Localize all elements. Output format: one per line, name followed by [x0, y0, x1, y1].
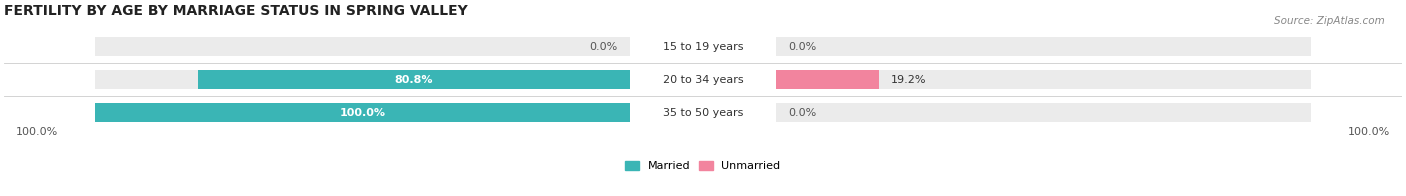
- Bar: [96, 103, 630, 122]
- Bar: [776, 70, 879, 89]
- Text: 100.0%: 100.0%: [1347, 127, 1389, 137]
- Text: 35 to 50 years: 35 to 50 years: [662, 108, 744, 118]
- Text: 100.0%: 100.0%: [340, 108, 385, 118]
- Bar: [776, 103, 1310, 122]
- Text: 0.0%: 0.0%: [789, 108, 817, 118]
- Bar: [96, 103, 630, 122]
- Text: 20 to 34 years: 20 to 34 years: [662, 75, 744, 85]
- Text: FERTILITY BY AGE BY MARRIAGE STATUS IN SPRING VALLEY: FERTILITY BY AGE BY MARRIAGE STATUS IN S…: [4, 4, 468, 18]
- Bar: [776, 70, 1310, 89]
- Text: 19.2%: 19.2%: [891, 75, 927, 85]
- Text: 100.0%: 100.0%: [17, 127, 59, 137]
- Bar: [198, 70, 630, 89]
- Bar: [96, 70, 630, 89]
- Legend: Married, Unmarried: Married, Unmarried: [621, 156, 785, 175]
- Text: Source: ZipAtlas.com: Source: ZipAtlas.com: [1274, 16, 1385, 26]
- Bar: [776, 37, 1310, 56]
- Text: 80.8%: 80.8%: [395, 75, 433, 85]
- Text: 0.0%: 0.0%: [789, 42, 817, 52]
- Bar: [96, 37, 630, 56]
- Text: 0.0%: 0.0%: [589, 42, 617, 52]
- Text: 15 to 19 years: 15 to 19 years: [662, 42, 744, 52]
